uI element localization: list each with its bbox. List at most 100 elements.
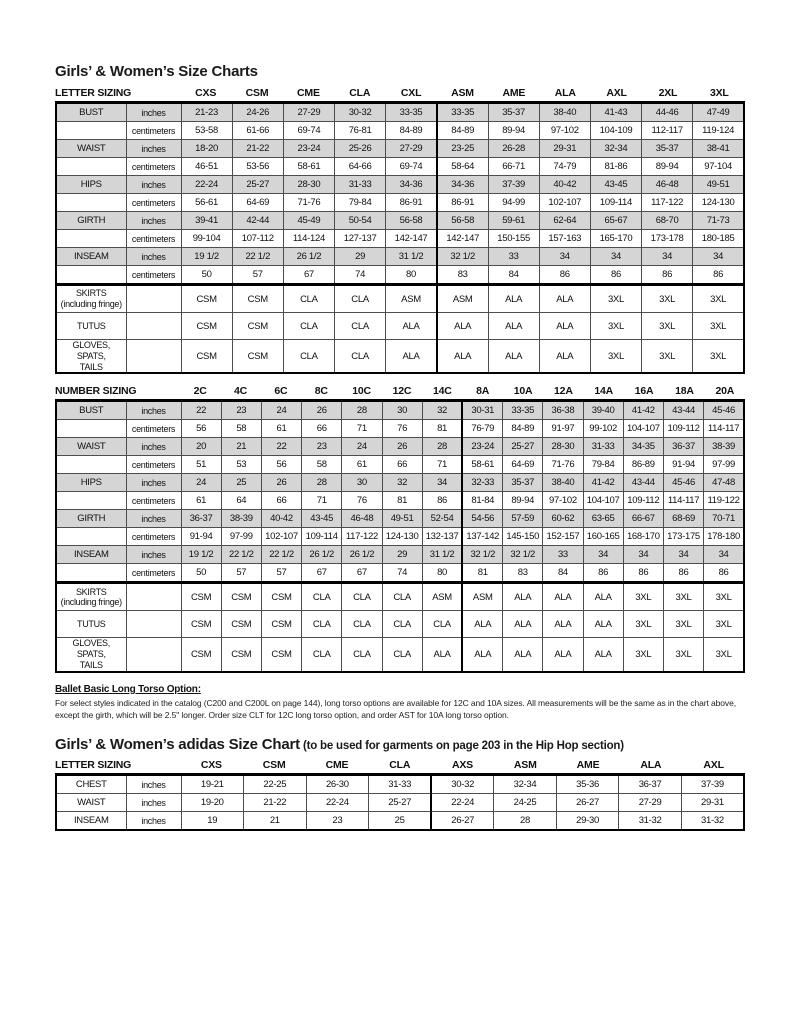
size-value: 86 [538, 265, 591, 285]
size-value: 64-69 [231, 193, 284, 212]
size-value: 36-37 [180, 509, 222, 529]
size-value: ALA [542, 637, 584, 673]
size-value: 31-33 [334, 175, 387, 194]
size-value: 28-30 [282, 175, 336, 194]
size-value: 43-45 [301, 509, 343, 529]
size-value: 43-44 [662, 400, 705, 421]
unit-label: centimeters [125, 229, 182, 248]
size-value: 34 [589, 247, 643, 266]
size-value: CSM [260, 610, 303, 639]
size-value: 76 [381, 419, 423, 439]
size-value: 45-46 [662, 473, 705, 493]
size-value: 86 [662, 563, 705, 584]
size-value: 91-97 [542, 419, 584, 439]
size-value: 32 1/2 [461, 545, 504, 565]
size-value: 65-67 [589, 211, 643, 230]
unit-label: centimeters [125, 193, 182, 212]
measure-row: INSEAM inches 19 1/2 22 1/2 22 1/2 26 1/2 26 1… [55, 545, 745, 565]
table-header-label: LETTER SIZING [55, 87, 132, 99]
size-value: ASM [461, 581, 504, 612]
size-value: 89-94 [502, 491, 544, 511]
size-value: 3XL [662, 581, 705, 612]
size-value: 76-79 [461, 419, 504, 439]
table-header-row: NUMBER SIZING 2C 4C 6C 8C 10C 12C 14C 8A 10A 12A 14… [55, 385, 745, 399]
adidas-chart-title-main: Girls’ & Women’s adidas Size Chart [55, 736, 300, 754]
size-value: CSM [231, 312, 284, 340]
measure-row: centimeters 56-61 64-69 71-76 79-84 86-91 86-9… [55, 193, 745, 212]
unit-label: inches [125, 400, 182, 421]
size-value: 86 [641, 265, 694, 285]
size-value: 26 1/2 [341, 545, 383, 565]
size-value: 86 [622, 563, 664, 584]
size-value: 33-35 [502, 400, 544, 421]
size-value: 25 [368, 811, 432, 831]
size-value: ALA [542, 610, 584, 639]
measure-row: WAIST inches 18-20 21-22 23-24 25-26 27-29 23-2… [55, 139, 745, 158]
size-value: 33-35 [385, 102, 438, 122]
size-value: 124-130 [381, 527, 423, 547]
size-value: 30-32 [430, 774, 495, 795]
number-sizing-chart: NUMBER SIZING 2C 4C 6C 8C 10C 12C 14C 8A 10A 12A 14… [55, 385, 745, 673]
size-value: 31-33 [582, 437, 624, 457]
size-value: 25-27 [231, 175, 284, 194]
size-value: 43-44 [622, 473, 664, 493]
size-value: 37-39 [487, 175, 540, 194]
size-value: 51 [180, 455, 222, 475]
size-value: 86 [421, 491, 463, 511]
table-header-row: LETTER SIZING CXS CSM CME CLA CXL ASM AME ALA AXL… [55, 87, 745, 101]
size-value: CSM [260, 637, 303, 673]
adidas-chart-title-sub: (to be used for garments on page 203 in … [299, 740, 624, 753]
size-value: 35-37 [502, 473, 544, 493]
size-value: 58-61 [461, 455, 504, 475]
measure-row: HIPS inches 22-24 25-27 28-30 31-33 34-36 34-36… [55, 175, 745, 194]
size-value: 53-58 [180, 121, 233, 140]
size-value: 3XL [622, 610, 664, 639]
row-label: HIPS [55, 175, 127, 194]
measure-row: WAIST inches 20 21 22 23 24 26 28 23-24 25-27 28-30… [55, 437, 745, 457]
size-value: 81 [461, 563, 504, 584]
size-value: 22-25 [243, 774, 307, 795]
size-value: 97-99 [220, 527, 262, 547]
size-value: 25-27 [368, 793, 432, 813]
long-torso-note: Ballet Basic Long Torso Option: For sele… [55, 684, 745, 722]
unit-label: inches [125, 437, 182, 457]
garment-label: SKIRTS (including fringe) [55, 581, 127, 612]
garment-label-line: TUTUS [77, 320, 106, 331]
column-header-ame: AME [502, 87, 526, 99]
size-value: 124-130 [692, 193, 745, 212]
row-label [55, 265, 127, 285]
size-value: 71 [301, 491, 343, 511]
size-value: 61 [341, 455, 383, 475]
size-value: ALA [385, 339, 438, 374]
size-value: 26 [301, 400, 343, 421]
size-value: 34-35 [622, 437, 664, 457]
size-value: 3XL [692, 283, 745, 313]
size-value: 145-150 [502, 527, 544, 547]
row-label [55, 527, 127, 547]
size-value: ASM [385, 283, 438, 313]
unit-label: inches [125, 247, 182, 266]
column-header-10c: 10C [352, 385, 371, 398]
size-value: 36-37 [662, 437, 705, 457]
size-value: 56-61 [180, 193, 233, 212]
size-value: 37-39 [680, 774, 745, 795]
size-value: 24-25 [493, 793, 557, 813]
size-value: 22 [180, 400, 222, 421]
size-value: CSM [180, 283, 233, 313]
size-value: CSM [231, 283, 284, 313]
size-value: 142-147 [435, 229, 489, 248]
size-value: 33 [487, 247, 540, 266]
measure-row: centimeters 53-58 61-66 69-74 76-81 84-89 84-8… [55, 121, 745, 140]
size-value: 31 1/2 [421, 545, 463, 565]
size-value: CLA [381, 581, 423, 612]
size-value: 47-49 [692, 102, 745, 122]
column-header-14a: 14A [594, 385, 614, 398]
garment-label: TUTUS [55, 312, 127, 340]
column-header-cxl: CXL [400, 87, 422, 99]
garment-label-line: TAILS [79, 659, 103, 670]
measure-row: HIPS inches 24 25 26 28 30 32 34 32-33 35-37 38-40 4… [55, 473, 745, 493]
page-title: Girls’ & Women’s Size Charts [55, 63, 258, 80]
size-value: ASM [435, 283, 489, 313]
size-value: 97-104 [692, 157, 745, 176]
column-header-6c: 6C [274, 385, 288, 398]
